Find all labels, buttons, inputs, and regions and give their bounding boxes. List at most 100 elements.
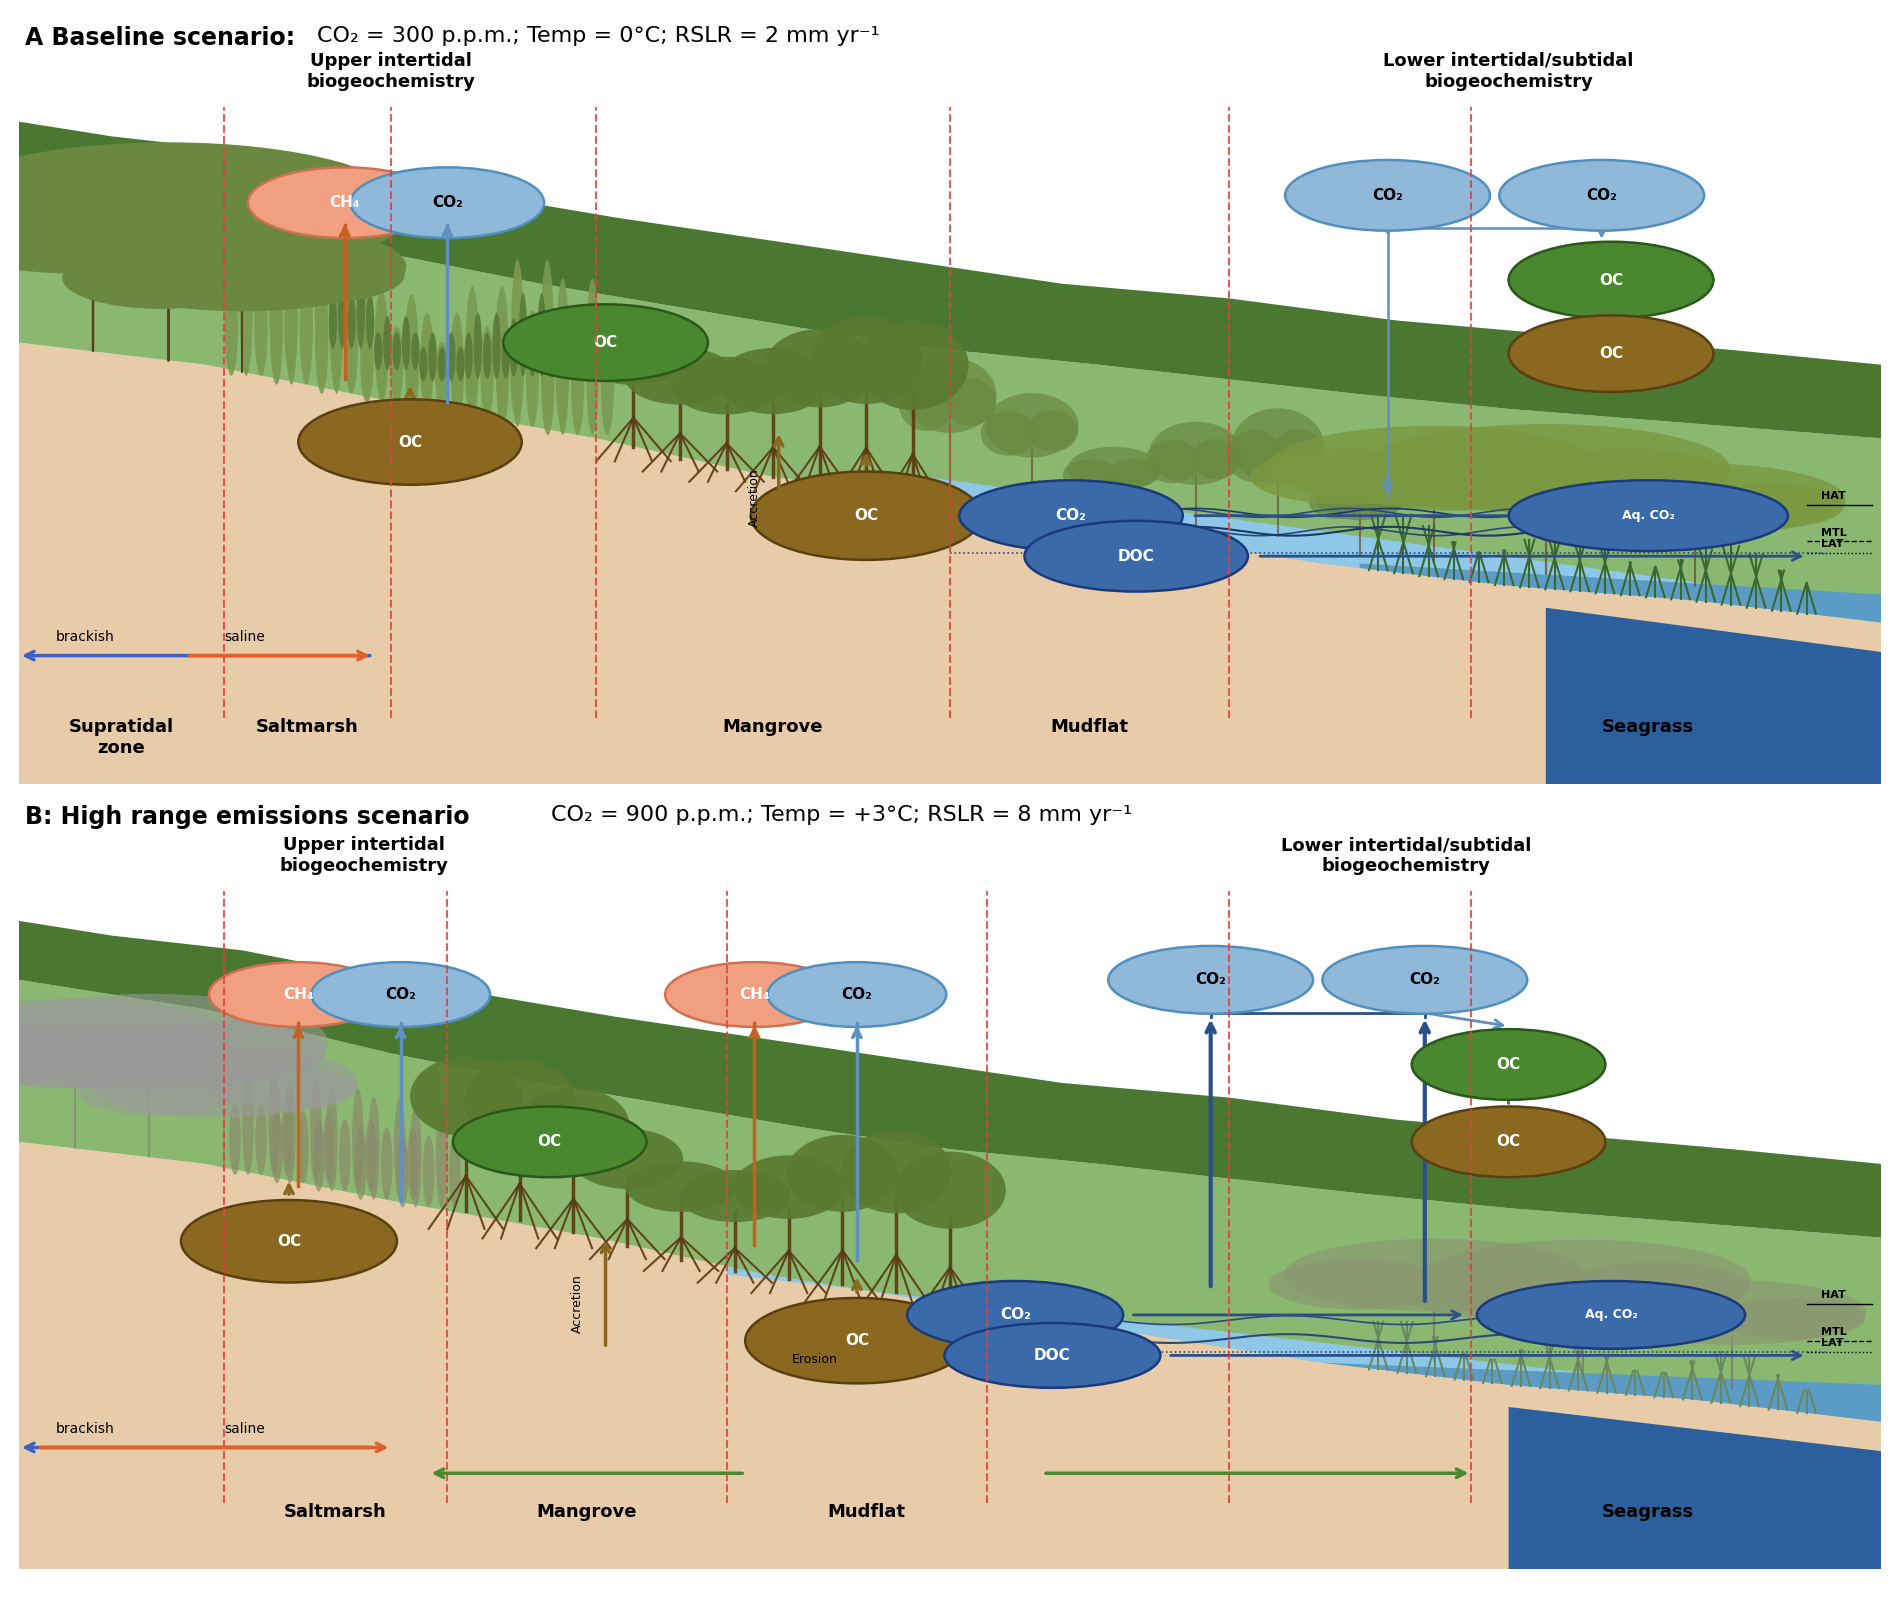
- Text: DOC: DOC: [1117, 549, 1155, 564]
- Ellipse shape: [1282, 1239, 1585, 1311]
- Ellipse shape: [899, 379, 954, 431]
- Ellipse shape: [555, 311, 568, 427]
- Text: Mudflat: Mudflat: [1051, 719, 1129, 736]
- Ellipse shape: [314, 1119, 325, 1191]
- Ellipse shape: [466, 287, 479, 419]
- Ellipse shape: [374, 288, 388, 394]
- Ellipse shape: [331, 243, 344, 394]
- Ellipse shape: [209, 962, 388, 1026]
- Polygon shape: [19, 980, 1881, 1422]
- Ellipse shape: [365, 1119, 376, 1191]
- Text: saline: saline: [224, 1422, 264, 1436]
- Ellipse shape: [0, 160, 302, 274]
- Ellipse shape: [241, 1071, 255, 1175]
- Text: CO₂: CO₂: [842, 988, 872, 1002]
- Polygon shape: [19, 1142, 1881, 1569]
- Text: B: High range emissions scenario: B: High range emissions scenario: [25, 805, 469, 829]
- Ellipse shape: [526, 311, 540, 427]
- Text: OC: OC: [1600, 272, 1623, 288]
- Ellipse shape: [1250, 448, 1452, 504]
- Text: Mangrove: Mangrove: [722, 719, 823, 736]
- Ellipse shape: [0, 994, 329, 1090]
- Ellipse shape: [1026, 411, 1077, 451]
- Text: HAT: HAT: [1822, 1290, 1847, 1300]
- Ellipse shape: [424, 1135, 435, 1207]
- Ellipse shape: [542, 259, 555, 427]
- Text: CH₄: CH₄: [329, 195, 361, 210]
- Ellipse shape: [312, 962, 490, 1026]
- Ellipse shape: [300, 266, 314, 384]
- Ellipse shape: [327, 1089, 338, 1191]
- Ellipse shape: [369, 1097, 380, 1199]
- Ellipse shape: [538, 293, 545, 376]
- Ellipse shape: [0, 1021, 167, 1089]
- Ellipse shape: [270, 266, 283, 384]
- Text: OC: OC: [1497, 1135, 1520, 1150]
- Text: Mangrove: Mangrove: [536, 1503, 636, 1521]
- Ellipse shape: [224, 277, 238, 376]
- Text: A Baseline scenario:: A Baseline scenario:: [25, 26, 294, 50]
- Text: CO₂: CO₂: [999, 1308, 1030, 1322]
- Ellipse shape: [496, 287, 509, 419]
- Ellipse shape: [350, 168, 543, 239]
- Polygon shape: [19, 921, 1881, 1238]
- Ellipse shape: [768, 962, 946, 1026]
- Ellipse shape: [623, 347, 735, 405]
- Ellipse shape: [1509, 315, 1714, 392]
- Ellipse shape: [1598, 1281, 1866, 1345]
- Ellipse shape: [450, 312, 464, 410]
- Polygon shape: [1322, 1362, 1881, 1422]
- Ellipse shape: [1476, 1281, 1744, 1348]
- Polygon shape: [19, 343, 1881, 784]
- Ellipse shape: [329, 296, 336, 349]
- Ellipse shape: [718, 347, 828, 415]
- Ellipse shape: [1718, 1298, 1864, 1338]
- Text: Lower intertidal/subtidal
biogeochemistry: Lower intertidal/subtidal biogeochemistr…: [1383, 51, 1634, 91]
- Text: Lower intertidal/subtidal
biogeochemistry: Lower intertidal/subtidal biogeochemistr…: [1281, 836, 1531, 876]
- Ellipse shape: [355, 1127, 367, 1199]
- Ellipse shape: [473, 312, 483, 379]
- Ellipse shape: [374, 295, 388, 402]
- Ellipse shape: [665, 962, 844, 1026]
- Ellipse shape: [1110, 459, 1159, 487]
- Text: CO₂: CO₂: [1586, 187, 1617, 203]
- Ellipse shape: [944, 378, 996, 426]
- Ellipse shape: [1313, 467, 1406, 520]
- Ellipse shape: [57, 1023, 238, 1079]
- Text: CO₂: CO₂: [386, 988, 416, 1002]
- Text: Seagrass: Seagrass: [1602, 1503, 1695, 1521]
- Text: CO₂ = 300 p.p.m.; Temp = 0°C; RSLR = 2 mm yr⁻¹: CO₂ = 300 p.p.m.; Temp = 0°C; RSLR = 2 m…: [317, 26, 880, 45]
- Ellipse shape: [625, 1161, 737, 1212]
- Ellipse shape: [70, 192, 300, 264]
- Ellipse shape: [904, 357, 996, 432]
- Ellipse shape: [764, 330, 876, 407]
- Ellipse shape: [76, 1066, 237, 1116]
- Ellipse shape: [557, 279, 570, 435]
- Ellipse shape: [1585, 1298, 1746, 1343]
- Ellipse shape: [572, 1129, 684, 1190]
- Ellipse shape: [180, 1201, 397, 1282]
- Ellipse shape: [1509, 242, 1714, 319]
- Ellipse shape: [986, 394, 1079, 458]
- Ellipse shape: [410, 331, 420, 370]
- Text: CH₄: CH₄: [739, 988, 770, 1002]
- Ellipse shape: [1545, 463, 1845, 536]
- Ellipse shape: [895, 1151, 1005, 1228]
- Ellipse shape: [329, 266, 342, 384]
- Ellipse shape: [452, 1106, 646, 1177]
- Ellipse shape: [750, 471, 982, 560]
- Ellipse shape: [224, 247, 405, 303]
- Ellipse shape: [296, 1111, 310, 1183]
- Ellipse shape: [1062, 459, 1119, 490]
- Polygon shape: [726, 1266, 1881, 1422]
- Ellipse shape: [1564, 1262, 1750, 1313]
- Text: CO₂: CO₂: [431, 195, 462, 210]
- Ellipse shape: [1108, 946, 1313, 1013]
- Ellipse shape: [0, 142, 407, 272]
- Ellipse shape: [410, 1057, 522, 1137]
- Ellipse shape: [239, 235, 253, 376]
- Ellipse shape: [348, 296, 355, 349]
- Ellipse shape: [1267, 426, 1602, 508]
- Ellipse shape: [1322, 946, 1528, 1013]
- Ellipse shape: [63, 247, 258, 309]
